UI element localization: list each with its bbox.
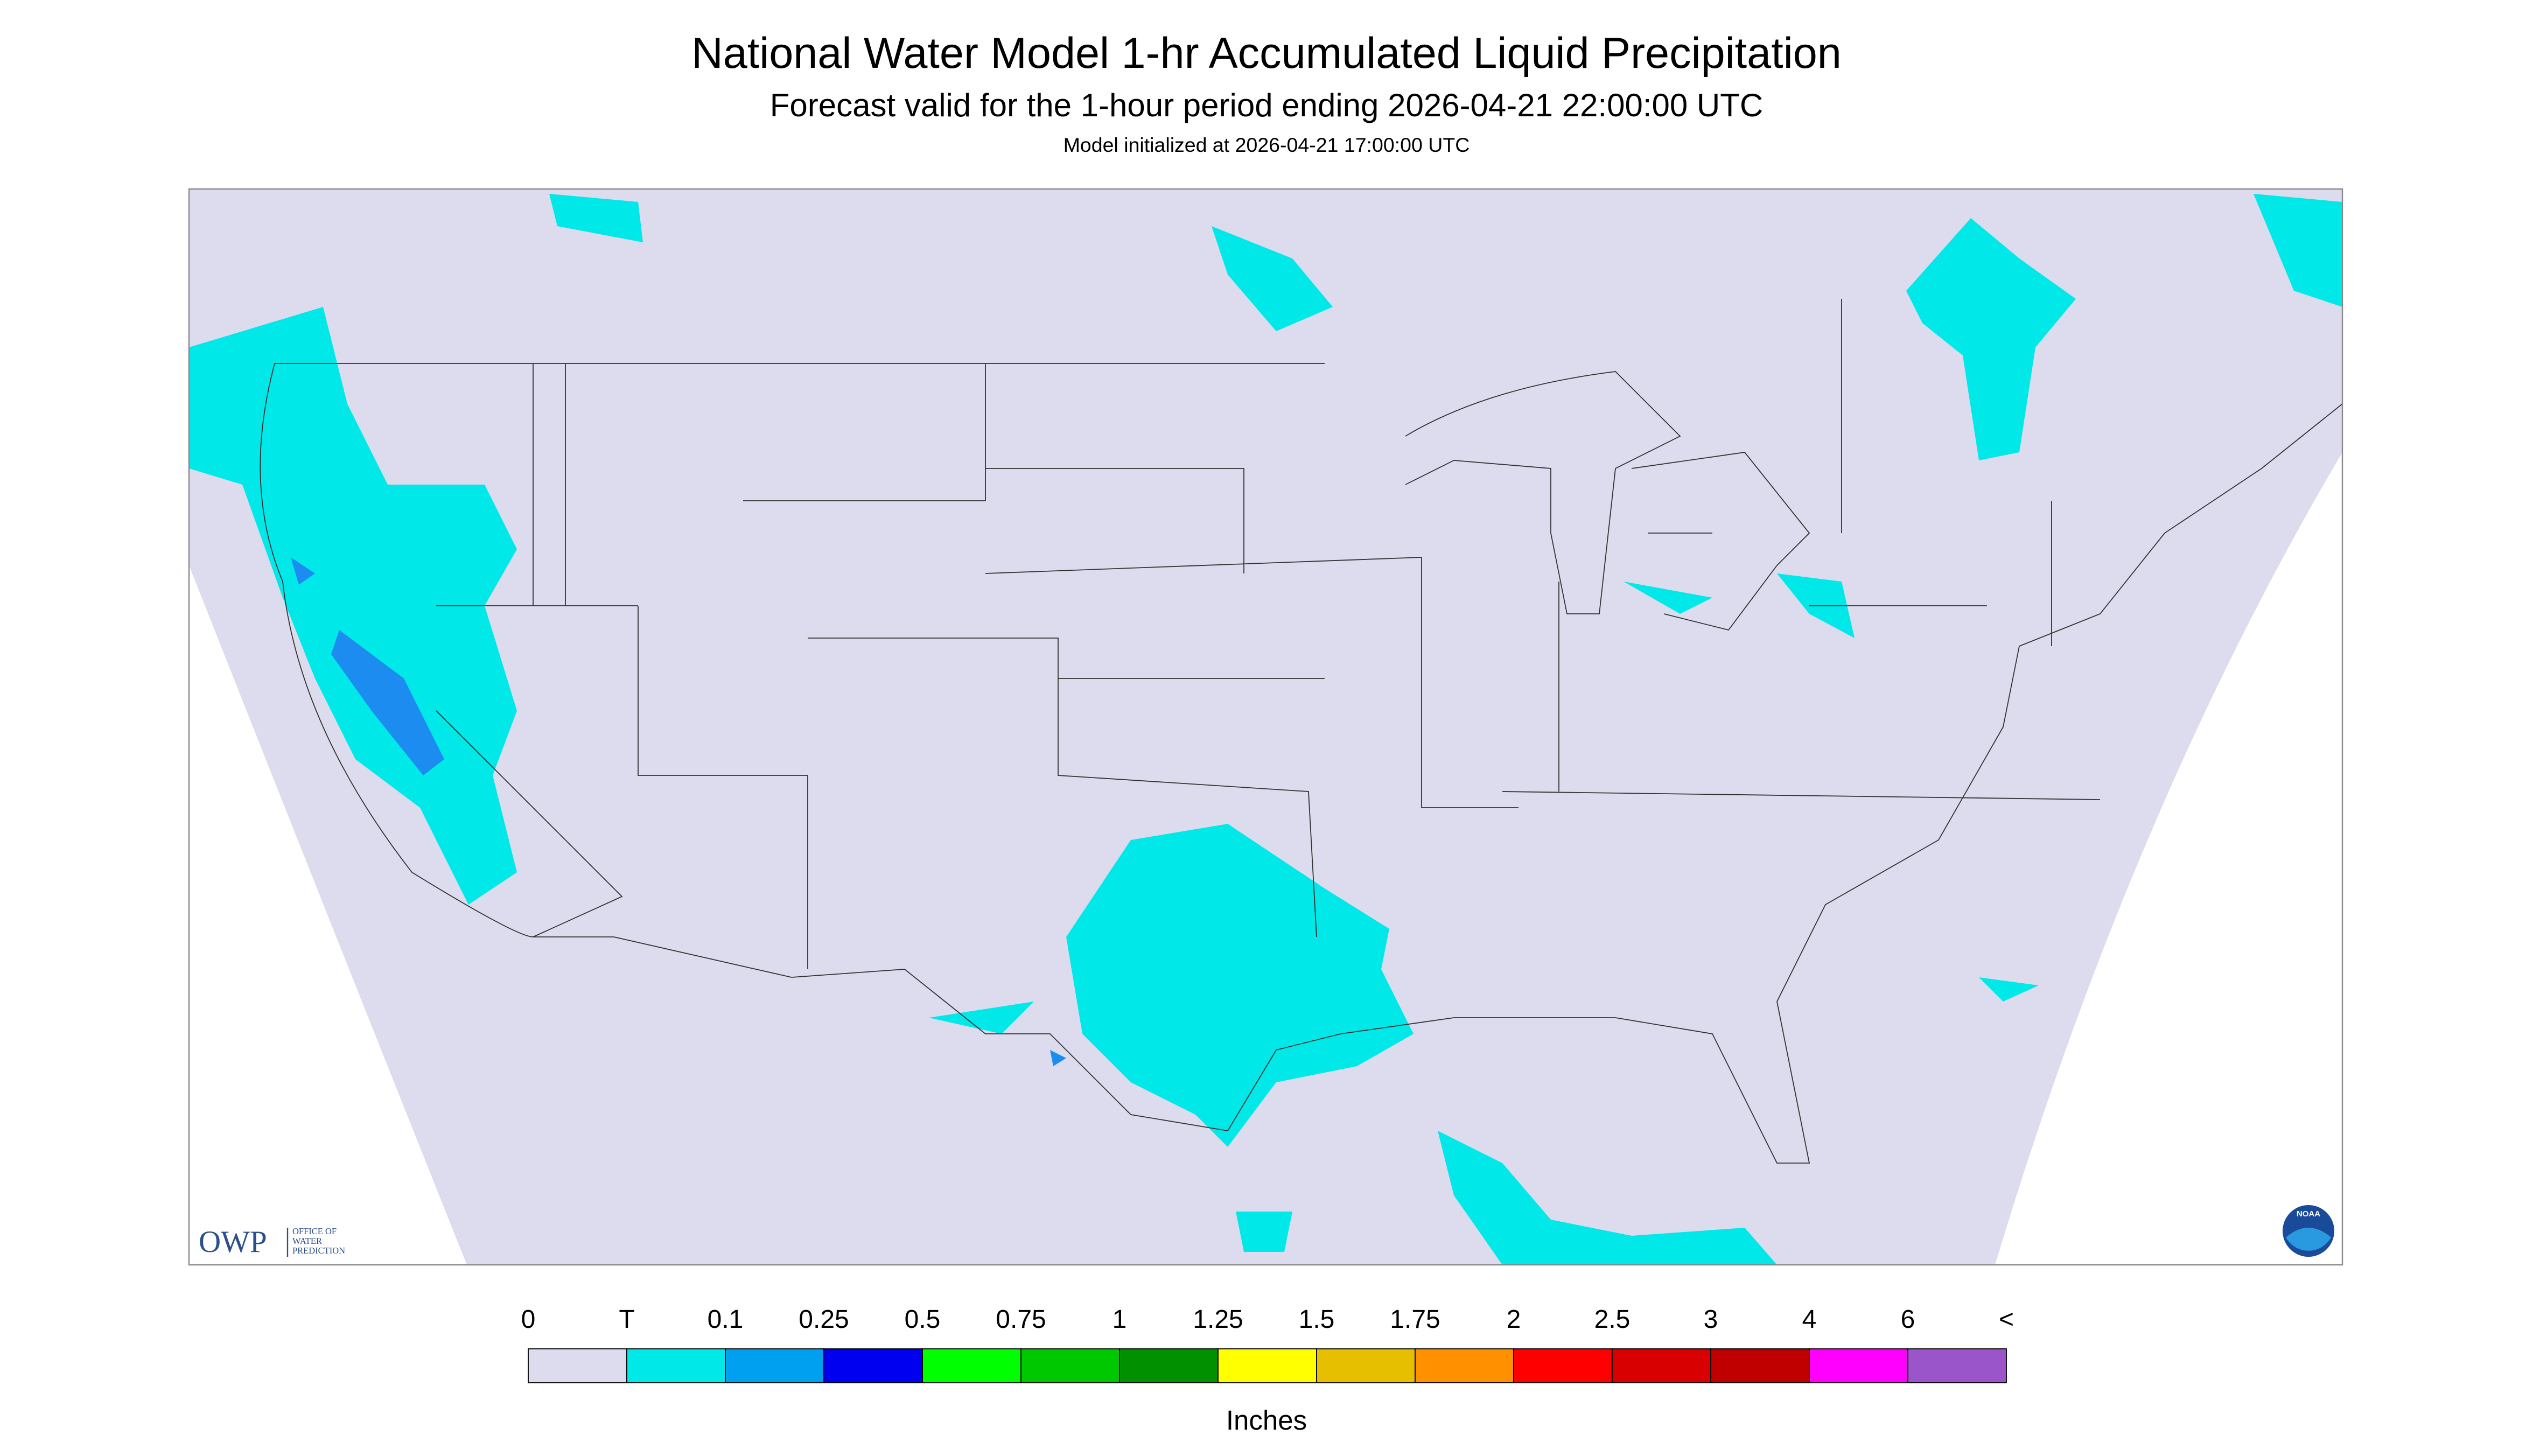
legend-label: < (1999, 1305, 2014, 1334)
legend-label: 6 (1901, 1305, 1915, 1334)
legend-swatch (725, 1348, 824, 1383)
legend-swatch (1907, 1348, 2007, 1383)
legend-label: T (619, 1305, 634, 1334)
legend-swatch (528, 1348, 627, 1383)
precip-areas (189, 194, 2342, 1265)
legend-swatch (1415, 1348, 1514, 1383)
legend-swatch (626, 1348, 726, 1383)
legend-label: 1.75 (1390, 1305, 1440, 1334)
legend-label: 0.1 (708, 1305, 744, 1334)
owp-name: WATER (292, 1236, 322, 1246)
legend-label: 1.25 (1193, 1305, 1243, 1334)
projection-edge (189, 565, 467, 1265)
legend-swatch (1513, 1348, 1613, 1383)
projection-edge (1995, 452, 2342, 1265)
noaa-label: NOAA (2297, 1209, 2320, 1219)
legend-swatch (1710, 1348, 1810, 1383)
legend: 0 T 0.1 0.25 0.5 0.75 1 1.25 1.5 1.75 2 2.5 3 4 6 < (521, 1305, 2014, 1383)
legend-label: 3 (1704, 1305, 1718, 1334)
owp-name: OFFICE OF (292, 1226, 337, 1236)
map: OWP OFFICE OF WATER PREDICTION NOAA (188, 188, 2343, 1266)
legend-swatch (823, 1348, 923, 1383)
legend-unit: Inches (1226, 1405, 1307, 1436)
legend-label: 0.25 (799, 1305, 849, 1334)
init-note: Model initialized at 2026-04-21 17:00:00… (1063, 134, 1470, 156)
boundaries (260, 299, 2343, 1164)
legend-swatch (1316, 1348, 1416, 1383)
legend-swatch (1217, 1348, 1317, 1383)
legend-swatch (1020, 1348, 1120, 1383)
owp-logo: OWP (199, 1225, 267, 1259)
legend-swatch (1119, 1348, 1219, 1383)
legend-label: 1.5 (1299, 1305, 1335, 1334)
legend-label: 1 (1112, 1305, 1127, 1334)
legend-label: 0.75 (996, 1305, 1046, 1334)
legend-label: 0.5 (905, 1305, 941, 1334)
legend-label: 2.5 (1594, 1305, 1631, 1334)
legend-label: 2 (1507, 1305, 1521, 1334)
legend-swatch (1612, 1348, 1711, 1383)
legend-swatch (1809, 1348, 1908, 1383)
map-frame (188, 188, 2343, 1266)
title: National Water Model 1-hr Accumulated Li… (691, 29, 1842, 78)
legend-label: 4 (1802, 1305, 1817, 1334)
subtitle: Forecast valid for the 1-hour period end… (770, 87, 1763, 123)
owp-name: PREDICTION (292, 1245, 345, 1256)
legend-label: 0 (521, 1305, 536, 1334)
legend-swatch (922, 1348, 1021, 1383)
